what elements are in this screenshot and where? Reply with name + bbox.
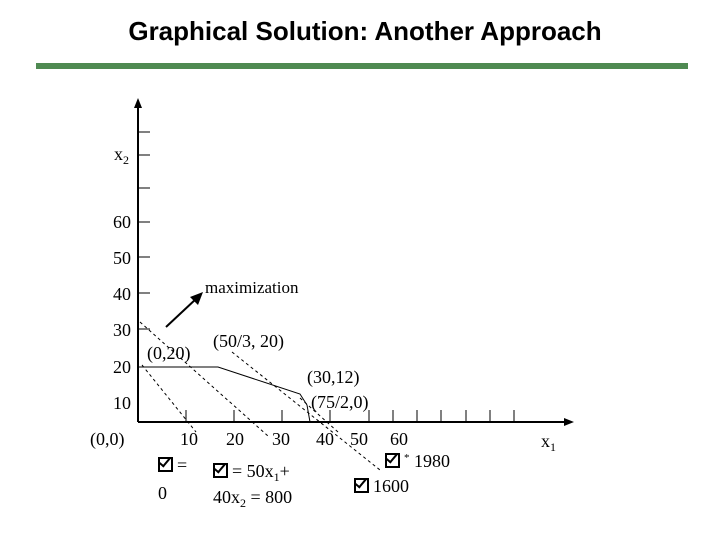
checkbox-icon xyxy=(354,478,369,493)
point-label-75-2-0: (75/2,0) xyxy=(311,392,369,412)
y-tick-label: 30 xyxy=(113,320,131,340)
checkbox-icon xyxy=(213,463,228,478)
objective-z800-line2: 40x2 = 800 xyxy=(213,487,293,510)
isoprofit-line-z800 xyxy=(139,321,269,437)
y-tick-label: 40 xyxy=(113,284,131,304)
x-axis-title: x1 xyxy=(541,431,556,454)
objective-z1600: 1600 xyxy=(354,477,409,495)
maximization-arrow-shaft xyxy=(165,297,198,328)
origin-label: (0,0) xyxy=(90,429,125,449)
point-label-50-3-20: (50/3, 20) xyxy=(213,331,284,351)
y-axis-title: x2 xyxy=(114,144,129,167)
objective-z800-line1: = 50x1+ xyxy=(213,462,290,483)
point-label-0-20: (0,20) xyxy=(147,343,191,363)
objective-z0: = xyxy=(158,456,187,474)
maximization-arrow-head xyxy=(190,292,203,305)
x-tick-label: 10 xyxy=(180,429,198,449)
x-axis-arrow xyxy=(564,418,574,426)
isoprofit-line-z0 xyxy=(141,364,197,433)
x-tick-label: 40 xyxy=(316,429,334,449)
maximization-label: maximization xyxy=(205,278,299,297)
isoprofit-line-zmax xyxy=(299,397,339,433)
x-tick-label: 20 xyxy=(226,429,244,449)
point-label-30-12: (30,12) xyxy=(307,367,360,387)
y-tick-label: 60 xyxy=(113,212,131,232)
x-tick-label: 60 xyxy=(390,429,408,449)
title-underline-bar xyxy=(36,63,688,69)
y-tick-marks xyxy=(138,131,150,330)
y-tick-label: 50 xyxy=(113,248,131,268)
slide-title: Graphical Solution: Another Approach xyxy=(128,16,602,46)
isoprofit-line-z1600 xyxy=(231,351,381,471)
checkbox-icon xyxy=(158,457,173,472)
x-tick-label: 30 xyxy=(272,429,290,449)
x-tick-label: 50 xyxy=(350,429,368,449)
y-axis-arrow xyxy=(134,98,142,108)
checkbox-icon xyxy=(385,453,400,468)
x-tick-marks xyxy=(185,410,515,422)
y-tick-label: 10 xyxy=(113,393,131,413)
y-tick-label: 20 xyxy=(113,357,131,377)
feasible-region-boundary xyxy=(138,366,311,423)
objective-z0-value: 0 xyxy=(158,483,167,503)
objective-zmax: * 1980 xyxy=(385,452,450,470)
